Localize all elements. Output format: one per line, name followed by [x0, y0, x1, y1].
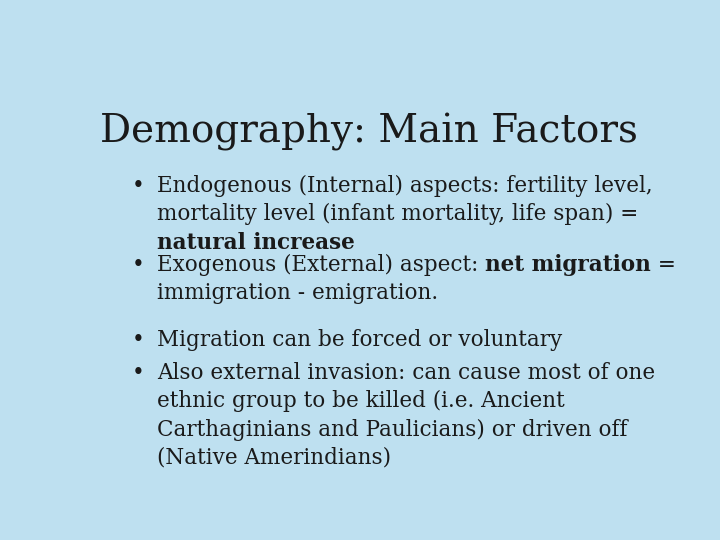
Text: Migration can be forced or voluntary: Migration can be forced or voluntary: [157, 329, 562, 351]
Text: Carthaginians and Paulicians) or driven off: Carthaginians and Paulicians) or driven …: [157, 418, 627, 441]
Text: natural increase: natural increase: [157, 232, 355, 254]
Text: =: =: [651, 254, 676, 276]
Text: •: •: [132, 329, 145, 351]
Text: (Native Amerindians): (Native Amerindians): [157, 447, 391, 469]
Text: •: •: [132, 254, 145, 276]
Text: •: •: [132, 175, 145, 197]
Text: Also external invasion: can cause most of one: Also external invasion: can cause most o…: [157, 362, 655, 384]
Text: ethnic group to be killed (i.e. Ancient: ethnic group to be killed (i.e. Ancient: [157, 390, 564, 413]
Text: Exogenous (External) aspect:: Exogenous (External) aspect:: [157, 254, 485, 276]
Text: mortality level (infant mortality, life span) =: mortality level (infant mortality, life …: [157, 203, 638, 225]
Text: net migration: net migration: [485, 254, 651, 276]
Text: Demography: Main Factors: Demography: Main Factors: [100, 113, 638, 151]
Text: •: •: [132, 362, 145, 384]
Text: Endogenous (Internal) aspects: fertility level,: Endogenous (Internal) aspects: fertility…: [157, 175, 652, 197]
Text: immigration - emigration.: immigration - emigration.: [157, 282, 438, 304]
